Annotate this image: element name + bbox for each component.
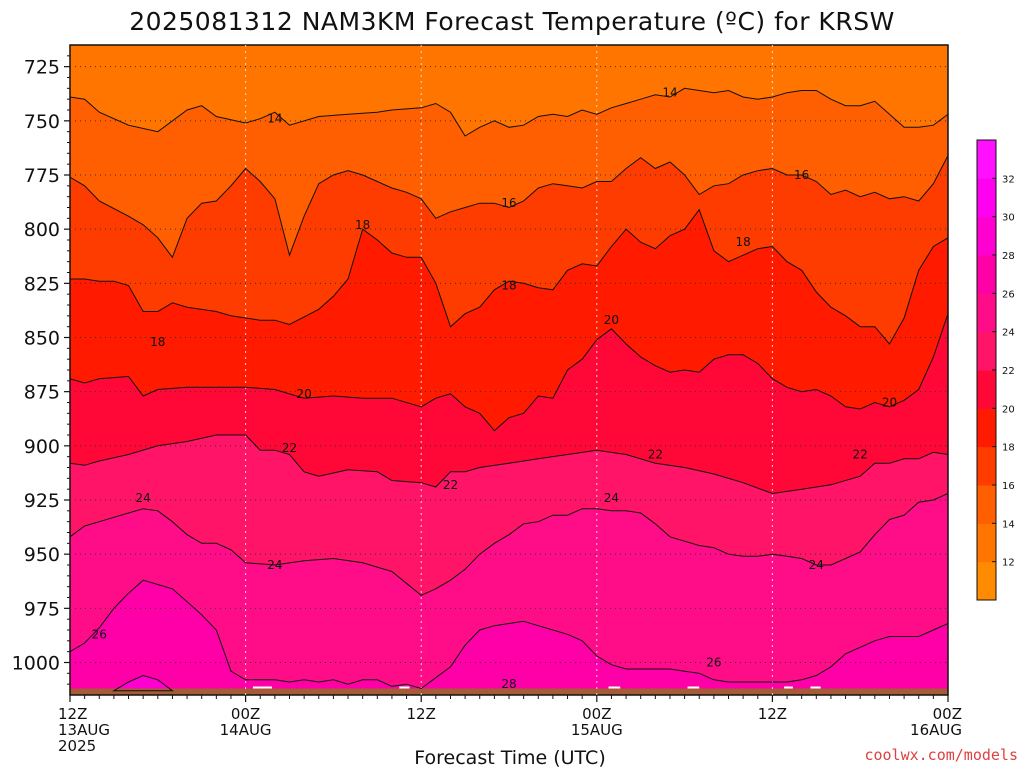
contour-line-24 xyxy=(70,493,948,596)
contour-label-26-0: 26 xyxy=(92,627,107,641)
plot-area xyxy=(69,44,949,696)
contour-line-26 xyxy=(70,579,948,690)
y-tick-label-1000: 1000 xyxy=(12,653,60,675)
colorbar-segment-2 xyxy=(977,485,996,524)
y-tick-label-750: 750 xyxy=(24,111,60,133)
contour-label-20-2: 20 xyxy=(882,396,897,410)
colorbar-segment-8 xyxy=(977,255,996,294)
x-tick-label-24-0: 12Z xyxy=(407,705,436,723)
chart-title: 2025081312 NAM3KM Forecast Temperature (… xyxy=(129,7,895,36)
colorbar-label-32: 32 xyxy=(1002,174,1015,185)
y-tick-label-775: 775 xyxy=(24,165,60,187)
colorbar-label-14: 14 xyxy=(1002,519,1015,530)
grid-lines xyxy=(70,45,948,695)
contour-label-14-1: 14 xyxy=(662,86,677,100)
contour-label-20-0: 20 xyxy=(296,387,311,401)
band-above-28 xyxy=(113,675,173,691)
colorbar-segment-5 xyxy=(977,370,996,409)
x-tick-label-0-0: 12Z xyxy=(58,705,87,723)
colorbar-label-12: 12 xyxy=(1002,558,1015,569)
colorbar-segment-6 xyxy=(977,331,996,371)
colorbar-segment-0 xyxy=(977,561,996,601)
contour-label-22-3: 22 xyxy=(853,448,868,462)
y-tick-label-975: 975 xyxy=(24,598,60,620)
surface-mark-5 xyxy=(810,686,821,689)
contour-label-26-1: 26 xyxy=(706,656,721,670)
contour-label-14-0: 14 xyxy=(267,112,282,126)
colorbar-segment-1 xyxy=(977,523,996,563)
contour-label-22-0: 22 xyxy=(282,441,297,455)
colorbar-label-28: 28 xyxy=(1002,251,1015,262)
colorbar-segment-3 xyxy=(977,446,996,486)
colorbar-segment-4 xyxy=(977,408,996,448)
colorbar-segment-9 xyxy=(977,216,996,256)
y-tick-label-950: 950 xyxy=(24,544,60,566)
y-tick-label-900: 900 xyxy=(24,436,60,458)
contour-label-20-1: 20 xyxy=(604,313,619,327)
contour-label-24-1: 24 xyxy=(267,558,282,572)
y-tick-label-850: 850 xyxy=(24,328,60,350)
surface-mark-2 xyxy=(608,686,621,689)
contour-label-24-0: 24 xyxy=(136,491,151,505)
credit-text: coolwx.com/models xyxy=(864,746,1018,764)
y-axis: 725 750 775 800 825 850 875 900 925 950 975 1000 xyxy=(12,55,70,685)
contour-label-22-2: 22 xyxy=(648,448,663,462)
y-tick-label-725: 725 xyxy=(24,57,60,79)
contour-line-16 xyxy=(70,155,948,259)
y-tick-label-875: 875 xyxy=(24,382,60,404)
contour-label-24-3: 24 xyxy=(809,558,824,572)
x-tick-label-60-0: 00Z xyxy=(933,705,962,723)
contour-line-20 xyxy=(70,313,948,432)
band-above-26 xyxy=(70,580,948,695)
contour-label-24-2: 24 xyxy=(604,491,619,505)
band-above-24 xyxy=(70,493,948,695)
contour-label-18-3: 18 xyxy=(735,235,750,249)
y-tick-label-825: 825 xyxy=(24,273,60,295)
x-tick-label-60-1: 16AUG xyxy=(910,721,962,739)
colorbar-label-20: 20 xyxy=(1002,404,1015,415)
contour-line-22 xyxy=(70,434,948,495)
y-tick-label-925: 925 xyxy=(24,490,60,512)
contour-line-14 xyxy=(70,87,948,137)
x-tick-label-36-0: 00Z xyxy=(582,705,611,723)
colorbar-segment-7 xyxy=(977,293,996,333)
contour-label-18-0: 18 xyxy=(150,335,165,349)
colorbar-label-30: 30 xyxy=(1002,213,1015,224)
y-tick-label-800: 800 xyxy=(24,219,60,241)
contour-label-16-1: 16 xyxy=(794,168,809,182)
surface-mark-4 xyxy=(784,686,793,689)
x-tick-label-12-1: 14AUG xyxy=(220,721,272,739)
colorbar-label-22: 22 xyxy=(1002,366,1015,377)
x-tick-label-36-1: 15AUG xyxy=(571,721,623,739)
x-tick-label-0-2: 2025 xyxy=(58,737,96,755)
contour-label-16-0: 16 xyxy=(501,196,516,210)
colorbar-label-16: 16 xyxy=(1002,481,1015,492)
x-tick-label-0-1: 13AUG xyxy=(58,721,110,739)
contour-line-28 xyxy=(112,674,174,692)
surface-mark-1 xyxy=(399,686,410,689)
colorbar: 12 14 16 18 20 22 24 26 28 30 32 xyxy=(976,139,1015,601)
x-tick-label-48-0: 12Z xyxy=(758,705,787,723)
contour-label-18-2: 18 xyxy=(501,279,516,293)
contour-label-22-1: 22 xyxy=(443,478,458,492)
colorbar-segment-10 xyxy=(977,178,996,218)
colorbar-label-18: 18 xyxy=(1002,443,1015,454)
contour-label-28-0: 28 xyxy=(501,677,516,691)
contour-line-18 xyxy=(70,208,948,345)
ground-surface xyxy=(70,688,948,695)
colorbar-label-26: 26 xyxy=(1002,289,1015,300)
contour-label-18-1: 18 xyxy=(355,218,370,232)
x-tick-label-12-0: 00Z xyxy=(231,705,260,723)
x-axis-label: Forecast Time (UTC) xyxy=(414,747,605,768)
surface-mark-3 xyxy=(687,686,700,689)
colorbar-label-24: 24 xyxy=(1002,328,1015,339)
surface-mark-0 xyxy=(252,686,272,689)
colorbar-segment-11 xyxy=(977,140,996,179)
contour-lines: 14 14 16 16 18 18 18 18 20 20 20 22 22 22 22 24 24 24 24 26… xyxy=(70,86,948,692)
